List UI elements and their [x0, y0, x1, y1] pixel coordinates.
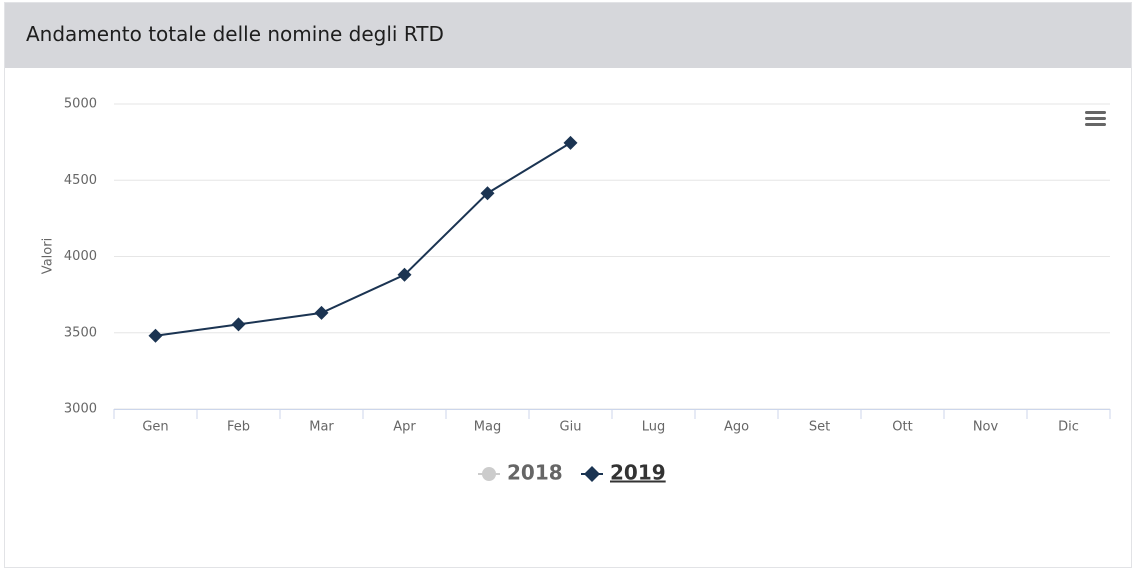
- y-tick-label: 4000: [64, 249, 97, 264]
- y-tick-label: 3000: [64, 402, 97, 417]
- x-tick-label: Nov: [973, 420, 999, 435]
- chart-title: Andamento totale delle nomine degli RTD: [26, 22, 444, 46]
- card: Andamento totale delle nomine degli RTD: [4, 2, 1132, 568]
- point: [314, 305, 329, 320]
- x-tick-label: Ago: [724, 420, 749, 435]
- point: [397, 267, 412, 282]
- card-header: Andamento totale delle nomine degli RTD: [5, 3, 1131, 68]
- x-tick-label: Lug: [642, 420, 666, 435]
- y-tick-label: 4500: [64, 173, 97, 188]
- x-tick-label: Ott: [892, 420, 912, 435]
- legend-label: 2018: [507, 461, 563, 485]
- y-tick-label: 5000: [64, 97, 97, 112]
- point: [148, 328, 163, 343]
- x-tick-label: Apr: [393, 420, 416, 435]
- legend-symbol: [482, 467, 496, 481]
- x-tick-label: Giu: [560, 420, 582, 435]
- x-tick-label: Mar: [309, 420, 334, 435]
- menu-bar: [1085, 111, 1106, 114]
- menu-bar: [1085, 117, 1106, 120]
- x-tick-label: Dic: [1058, 420, 1079, 435]
- x-tick-label: Gen: [142, 420, 168, 435]
- x-tick-label: Feb: [227, 420, 250, 435]
- legend-item[interactable]: 2019: [581, 461, 666, 485]
- point: [480, 186, 495, 201]
- legend-symbol: [584, 466, 600, 482]
- legend-item[interactable]: 2018: [478, 461, 563, 485]
- point: [563, 135, 578, 150]
- legend-label: 2019: [610, 461, 666, 485]
- series-line: [155, 142, 572, 337]
- x-tick-label: Set: [809, 420, 830, 435]
- menu-icon[interactable]: [1085, 111, 1106, 126]
- y-tick-label: 3500: [64, 325, 97, 340]
- y-axis-label: Valori: [41, 238, 56, 274]
- x-tick-label: Mag: [474, 420, 501, 435]
- point: [231, 317, 246, 332]
- menu-bar: [1085, 123, 1106, 126]
